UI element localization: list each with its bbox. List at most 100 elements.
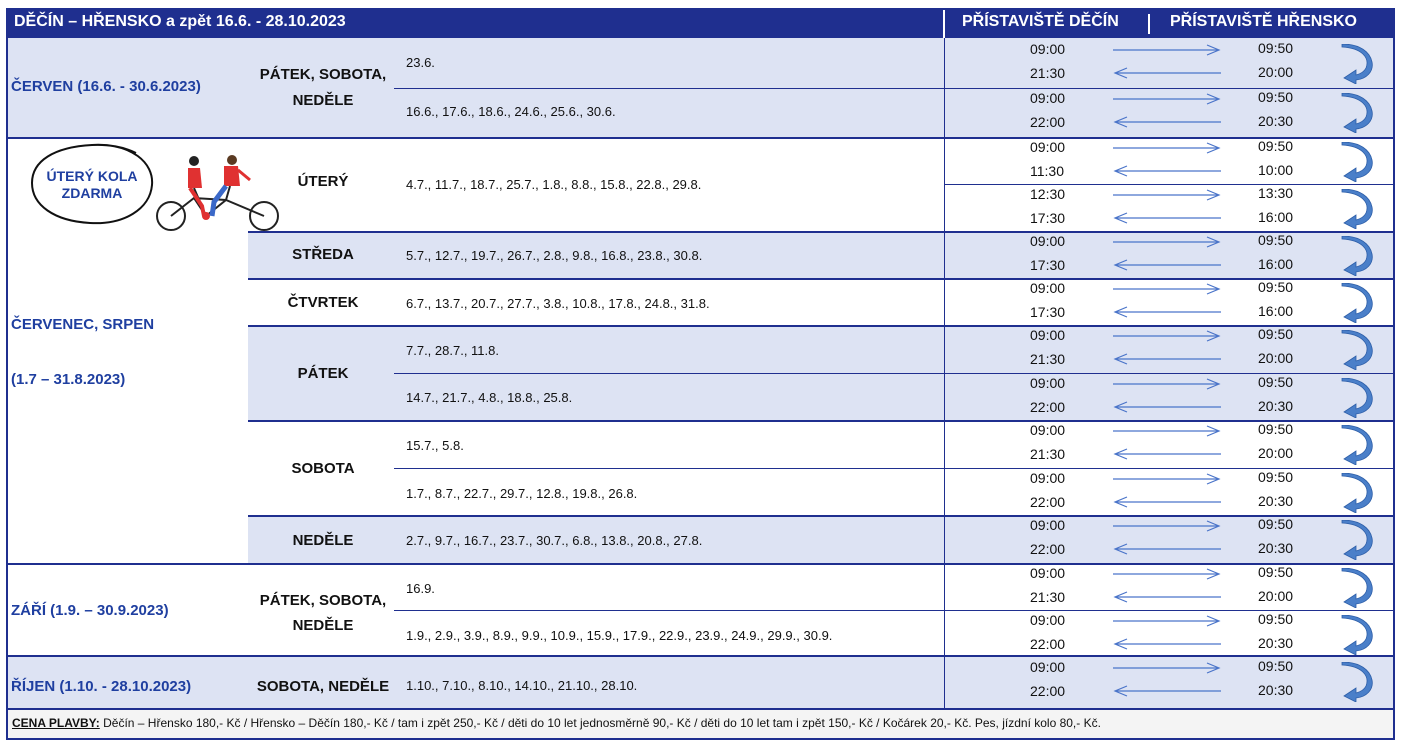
day-label-streda: STŘEDA	[292, 246, 354, 263]
day-label-patek: PÁTEK	[297, 365, 349, 382]
arrow-right-icon	[1113, 93, 1221, 105]
table-title: DĚČÍN – HŘENSKO a zpět 16.6. - 28.10.202…	[14, 13, 346, 30]
row-band-nedele	[248, 515, 1393, 563]
return-arrow-icon	[1341, 568, 1373, 608]
return-decin-time: 22:00	[1030, 399, 1066, 415]
departure-hrensko-time: 20:30	[1258, 493, 1294, 509]
arrow-left-icon	[1113, 638, 1221, 650]
arrow-right-icon	[1113, 44, 1221, 56]
arrival-hrensko-time: 09:50	[1258, 611, 1294, 627]
departure-decin-time: 09:00	[1030, 612, 1066, 628]
row-divider	[394, 373, 1393, 374]
group-divider	[248, 231, 1393, 233]
day-label: PÁTEK, SOBOTA,	[259, 592, 387, 609]
header-port-hrensko: PŘÍSTAVIŠTĚ HŘENSKO	[1170, 13, 1357, 30]
row-divider	[944, 184, 1393, 185]
return-decin-time: 22:00	[1030, 114, 1066, 130]
return-arrow-icon	[1341, 189, 1373, 229]
arrival-hrensko-time: 09:50	[1258, 374, 1294, 390]
return-arrow-icon	[1341, 425, 1373, 465]
section-band-rijen	[8, 657, 1393, 708]
arrow-left-icon	[1113, 591, 1221, 603]
arrival-hrensko-time: 09:50	[1258, 421, 1294, 437]
arrow-right-icon	[1113, 425, 1221, 437]
arrow-left-icon	[1113, 212, 1221, 224]
day-label: PÁTEK, SOBOTA,	[259, 66, 387, 83]
arrow-left-icon	[1113, 116, 1221, 128]
departure-decin-time: 09:00	[1030, 422, 1066, 438]
price-footer	[8, 708, 1393, 738]
header-port-decin: PŘÍSTAVIŠTĚ DĚČÍN	[962, 13, 1119, 30]
departure-decin-time: 09:00	[1030, 139, 1066, 155]
section-band-cerven	[8, 38, 1393, 137]
departure-hrensko-time: 20:00	[1258, 445, 1294, 461]
section-divider	[8, 563, 1393, 565]
section-divider	[8, 655, 1393, 657]
free-bike-badge-text: ÚTERÝ KOLA ZDARMA	[28, 168, 156, 202]
return-decin-time: 22:00	[1030, 636, 1066, 652]
arrival-hrensko-time: 09:50	[1258, 469, 1294, 485]
header-divider	[1148, 14, 1150, 34]
arrow-left-icon	[1113, 543, 1221, 555]
dates-cell: 2.7., 9.7., 16.7., 23.7., 30.7., 6.8., 1…	[406, 533, 703, 548]
departure-hrensko-time: 10:00	[1258, 162, 1294, 178]
departure-decin-time: 09:00	[1030, 90, 1066, 106]
arrival-hrensko-time: 09:50	[1258, 326, 1294, 342]
arrival-hrensko-time: 09:50	[1258, 89, 1294, 105]
day-label-nedele: NEDĚLE	[292, 532, 354, 549]
return-arrow-icon	[1341, 473, 1373, 513]
timetable: DĚČÍN – HŘENSKO a zpět 16.6. - 28.10.202…	[6, 8, 1395, 740]
month-zari: ZÁŘÍ (1.9. – 30.9.2023)	[11, 602, 169, 619]
departure-hrensko-time: 20:00	[1258, 588, 1294, 604]
return-decin-time: 17:30	[1030, 304, 1066, 320]
dates-cell: 23.6.	[406, 55, 435, 70]
return-decin-time: 22:00	[1030, 494, 1066, 510]
day-label-sobota: SOBOTA	[291, 460, 355, 477]
table-header	[8, 10, 1393, 38]
dates-cell: 16.9.	[406, 581, 435, 596]
dates-cell: 1.10., 7.10., 8.10., 14.10., 21.10., 28.…	[406, 678, 638, 693]
section-divider	[8, 137, 1393, 139]
arrow-right-icon	[1113, 615, 1221, 627]
departure-decin-time: 09:00	[1030, 41, 1066, 57]
month-cervenec-srpen-range: (1.7 – 31.8.2023)	[11, 371, 126, 388]
badge-line-1: ÚTERÝ KOLA	[46, 168, 138, 184]
arrow-right-icon	[1113, 236, 1221, 248]
departure-hrensko-time: 20:30	[1258, 635, 1294, 651]
arrow-left-icon	[1113, 401, 1221, 413]
departure-decin-time: 09:00	[1030, 659, 1066, 675]
arrow-right-icon	[1113, 142, 1221, 154]
arrow-right-icon	[1113, 330, 1221, 342]
return-arrow-icon	[1341, 615, 1373, 655]
group-divider	[248, 278, 1393, 280]
day-label: NEDĚLE	[292, 617, 354, 634]
departure-decin-time: 09:00	[1030, 280, 1066, 296]
arrow-right-icon	[1113, 189, 1221, 201]
row-band-streda	[248, 231, 1393, 279]
free-bike-badge	[30, 143, 154, 225]
return-arrow-icon	[1341, 236, 1373, 276]
return-arrow-icon	[1341, 378, 1373, 418]
arrival-hrensko-time: 09:50	[1258, 279, 1294, 295]
day-label: SOBOTA, NEDĚLE	[256, 678, 390, 695]
arrow-right-icon	[1113, 473, 1221, 485]
return-decin-time: 17:30	[1030, 210, 1066, 226]
group-divider	[248, 420, 1393, 422]
departure-decin-time: 09:00	[1030, 565, 1066, 581]
group-divider	[248, 325, 1393, 327]
departure-hrensko-time: 20:30	[1258, 682, 1294, 698]
arrow-left-icon	[1113, 353, 1221, 365]
return-decin-time: 21:30	[1030, 351, 1066, 367]
return-arrow-icon	[1341, 142, 1373, 182]
return-arrow-icon	[1341, 330, 1373, 370]
departure-decin-time: 12:30	[1030, 186, 1066, 202]
group-divider	[248, 515, 1393, 517]
departure-decin-time: 09:00	[1030, 233, 1066, 249]
return-decin-time: 21:30	[1030, 65, 1066, 81]
badge-line-2: ZDARMA	[61, 185, 123, 201]
arrival-hrensko-time: 09:50	[1258, 658, 1294, 674]
arrow-left-icon	[1113, 685, 1221, 697]
day-label-ctvrtek: ČTVRTEK	[287, 294, 359, 311]
return-arrow-icon	[1341, 44, 1373, 84]
return-arrow-icon	[1341, 520, 1373, 560]
